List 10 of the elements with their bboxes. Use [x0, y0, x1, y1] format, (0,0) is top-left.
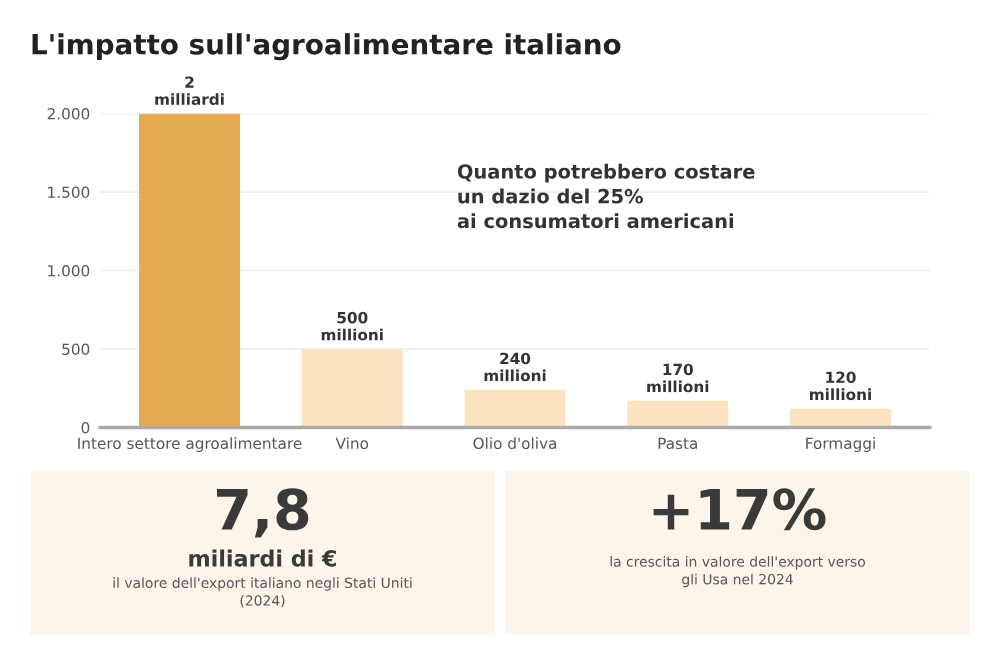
chart-title: L'impatto sull'agroalimentare italiano	[32, 33, 621, 61]
annotation: Quanto potrebbero costare un dazio del 25% ai consumatori americani	[457, 163, 755, 229]
text: 7,8	[217, 488, 309, 538]
bar	[139, 113, 240, 428]
bar	[790, 408, 891, 428]
bar	[301, 349, 403, 428]
text: +17%	[653, 488, 826, 531]
text: miliardi di €	[189, 549, 336, 567]
bar	[627, 400, 729, 428]
bar	[464, 389, 566, 428]
